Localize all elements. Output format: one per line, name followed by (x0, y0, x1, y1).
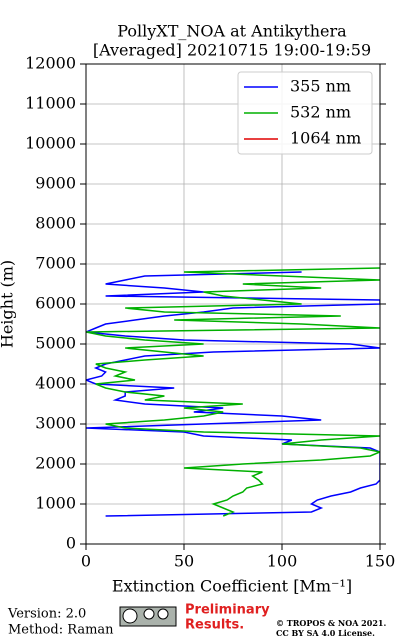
license: CC BY SA 4.0 License. (276, 628, 375, 638)
y-axis-label: Height (m) (0, 260, 17, 348)
y-tick-label: 7000 (35, 254, 76, 273)
plot-frame (85, 63, 381, 545)
x-axis-label: Extinction Coefficient [Mm⁻¹] (112, 577, 352, 596)
y-tick-label: 5000 (35, 334, 76, 353)
y-tick-label: 2000 (35, 454, 76, 473)
y-tick-label: 6000 (35, 294, 76, 313)
y-tick-label: 4000 (35, 374, 76, 393)
y-tick-label: 1000 (35, 494, 76, 513)
y-tick-label: 9000 (35, 174, 76, 193)
legend-label: 1064 nm (290, 129, 361, 148)
legend-label: 532 nm (290, 103, 351, 122)
y-tick-label: 8000 (35, 214, 76, 233)
copyright: © TROPOS & NOA 2021. (276, 618, 386, 628)
x-tick-label: 0 (81, 552, 91, 571)
x-tick-label: 50 (174, 552, 194, 571)
method: Method: Raman (8, 623, 114, 638)
legend-label: 355 nm (290, 77, 351, 96)
legend-box (237, 71, 373, 155)
y-tick-label: 3000 (35, 414, 76, 433)
version: Version: 2.0 (7, 607, 86, 622)
y-tick-label: 10000 (25, 134, 76, 153)
x-tick-label: 150 (365, 552, 396, 571)
preliminary: Preliminary (185, 603, 270, 618)
results: Results. (185, 618, 244, 633)
y-tick-label: 12000 (25, 54, 76, 73)
chart-subtitle: [Averaged] 20210715 19:00-19:59 (93, 41, 371, 60)
cc-badge (119, 606, 177, 627)
profile-line (86, 267, 380, 517)
y-tick-label: 11000 (25, 94, 76, 113)
y-tick-label: 0 (66, 534, 76, 553)
chart-title: PollyXT_NOA at Antikythera (117, 22, 347, 41)
x-tick-label: 100 (267, 552, 298, 571)
